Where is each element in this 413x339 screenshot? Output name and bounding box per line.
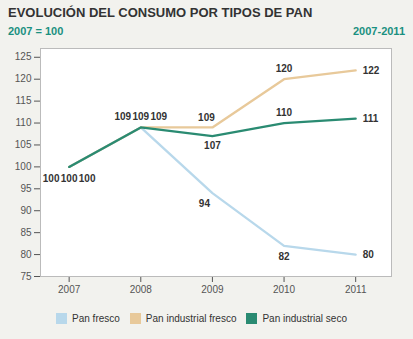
svg-text:2011: 2011 xyxy=(345,284,367,295)
html-text:Pan industrial seco: Pan industrial seco xyxy=(262,313,347,324)
svg-text:2007: 2007 xyxy=(58,284,81,295)
svg-text:80: 80 xyxy=(363,249,375,260)
svg-text:2010: 2010 xyxy=(273,284,296,295)
html-text:Pan industrial fresco: Pan industrial fresco xyxy=(145,313,237,324)
svg-text:82: 82 xyxy=(278,251,290,262)
svg-text:120: 120 xyxy=(15,73,32,84)
svg-text:111: 111 xyxy=(363,113,379,124)
svg-text:110: 110 xyxy=(16,117,32,128)
svg-text:80: 80 xyxy=(20,249,32,260)
svg-text:110: 110 xyxy=(276,107,293,118)
svg-text:100: 100 xyxy=(15,161,32,172)
svg-text:109: 109 xyxy=(114,111,131,122)
html-text:2007 = 100: 2007 = 100 xyxy=(8,25,64,37)
svg-text:100: 100 xyxy=(79,173,96,184)
svg-text:120: 120 xyxy=(276,63,293,74)
html-text:2007-2011: 2007-2011 xyxy=(353,25,405,37)
svg-text:109: 109 xyxy=(198,112,215,123)
svg-text:115: 115 xyxy=(16,95,32,106)
svg-text:94: 94 xyxy=(199,198,211,209)
svg-text:107: 107 xyxy=(204,140,221,151)
svg-text:2009: 2009 xyxy=(201,284,224,295)
svg-text:2008: 2008 xyxy=(130,284,153,295)
html-text:Pan fresco: Pan fresco xyxy=(72,313,120,324)
svg-text:100: 100 xyxy=(43,173,60,184)
svg-text:90: 90 xyxy=(20,205,32,216)
html-text:EVOLUCIÓN DEL CONSUMO POR TIPO: EVOLUCIÓN DEL CONSUMO POR TIPOS DE PAN xyxy=(8,5,313,20)
svg-text:125: 125 xyxy=(15,51,32,62)
svg-text:109: 109 xyxy=(132,111,149,122)
svg-text:109: 109 xyxy=(150,111,167,122)
svg-text:75: 75 xyxy=(20,271,32,282)
svg-text:100: 100 xyxy=(61,173,78,184)
svg-text:85: 85 xyxy=(20,227,32,238)
svg-text:95: 95 xyxy=(20,183,32,194)
svg-text:105: 105 xyxy=(15,139,32,150)
svg-text:122: 122 xyxy=(363,65,380,76)
